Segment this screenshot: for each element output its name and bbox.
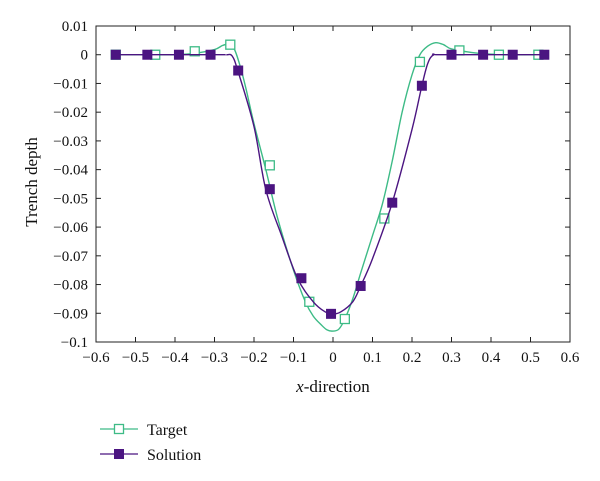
series-solution-marker	[355, 280, 366, 291]
series-target-marker	[414, 56, 426, 68]
y-tick-label: 0.01	[62, 19, 88, 35]
series-solution-marker	[205, 49, 216, 60]
y-tick-label: −0.06	[53, 220, 88, 236]
series-solution-marker	[142, 49, 153, 60]
legend-solution-marker	[114, 449, 124, 459]
series-solution-marker	[173, 49, 184, 60]
series-target-marker	[339, 313, 351, 325]
series-target-line	[115, 41, 547, 332]
x-axis-title-italic: x	[295, 377, 304, 396]
series-solution-marker	[264, 184, 275, 195]
x-tick-label: 0	[329, 350, 337, 366]
series-solution-line	[115, 53, 547, 315]
y-axis-title: Trench depth	[22, 137, 41, 227]
legend-target-marker	[113, 423, 125, 435]
x-axis-title-rest: -direction	[304, 377, 371, 396]
series-target-marker	[225, 39, 236, 50]
x-tick-label: −0.3	[201, 350, 228, 366]
series-solution-marker	[296, 273, 307, 284]
x-tick-label: −0.4	[161, 350, 189, 366]
y-tick-label: 0	[81, 48, 89, 64]
series-solution-marker	[326, 308, 337, 319]
y-tick-label: −0.05	[53, 191, 88, 207]
y-tick-label: −0.03	[53, 134, 88, 150]
legend-target-label: Target	[147, 422, 188, 439]
y-tick-label: −0.09	[53, 306, 88, 322]
axis-ticks: −0.6 −0.5 −0.4 −0.3 −0.2 −0.1 0 0.1 0.2 0.3 0.4 0.5…	[53, 19, 580, 366]
x-tick-label: 0.1	[363, 350, 382, 366]
series-solution	[110, 49, 550, 319]
legend-solution-label: Solution	[147, 447, 201, 464]
series-solution-marker	[539, 49, 550, 60]
y-tick-label: −0.02	[53, 105, 88, 121]
x-tick-label: −0.6	[82, 350, 110, 366]
series-solution-marker	[446, 49, 457, 60]
series-solution-marker	[233, 65, 244, 76]
series-target-marker	[264, 160, 275, 171]
series-solution-marker	[110, 49, 121, 60]
x-tick-label: −0.2	[240, 350, 267, 366]
legend: Target Solution	[100, 422, 201, 464]
x-axis-title: x-direction	[295, 377, 370, 396]
series-target-marker	[379, 213, 390, 224]
x-tick-label: 0.3	[442, 350, 461, 366]
plot-frame	[95, 25, 571, 343]
y-tick-label: −0.07	[53, 249, 88, 265]
x-tick-label: −0.1	[280, 350, 307, 366]
x-tick-label: 0.2	[403, 350, 422, 366]
y-tick-label: −0.08	[53, 278, 88, 294]
series-solution-marker	[478, 49, 489, 60]
x-tick-label: 0.6	[561, 350, 580, 366]
y-tick-label: −0.04	[53, 163, 88, 179]
series-solution-marker	[416, 80, 427, 91]
x-tick-label: −0.5	[122, 350, 149, 366]
x-tick-label: 0.4	[482, 350, 501, 366]
series-solution-marker	[387, 197, 398, 208]
series-target	[110, 39, 547, 332]
series-layer	[110, 39, 550, 332]
y-tick-label: −0.01	[53, 76, 88, 92]
y-tick-label: −0.1	[61, 335, 88, 351]
series-target-marker	[189, 46, 200, 57]
x-tick-label: 0.5	[521, 350, 540, 366]
plot-area	[95, 25, 571, 343]
series-solution-marker	[507, 49, 518, 60]
